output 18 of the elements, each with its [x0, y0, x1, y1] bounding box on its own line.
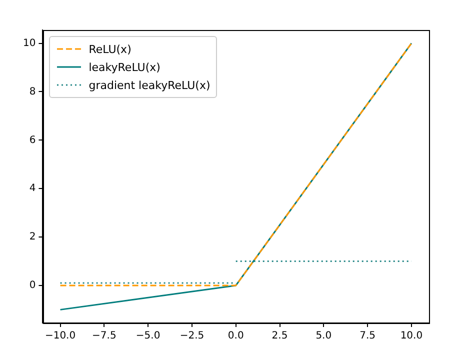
x-tick-label: −2.5	[180, 330, 204, 342]
x-tick-label: 10.0	[400, 330, 423, 342]
x-tick-label: −7.5	[92, 330, 116, 342]
legend-label: leakyReLU(x)	[88, 60, 160, 74]
x-tick-label: 0.0	[228, 330, 244, 342]
y-tick-label: 4	[29, 183, 36, 194]
legend-label: ReLU(x)	[88, 42, 132, 56]
x-tick-label: 7.5	[360, 330, 376, 342]
y-tick-label: 6	[29, 134, 36, 146]
y-tick-label: 2	[29, 232, 36, 243]
x-tick-label: −10.0	[44, 330, 76, 342]
x-tick-label: −5.0	[136, 330, 160, 342]
y-tick-label: 8	[29, 86, 36, 98]
y-tick-label: 0	[29, 280, 36, 292]
x-tick-label: 5.0	[316, 330, 332, 342]
legend-label: gradient leakyReLU(x)	[88, 78, 210, 92]
x-tick-label: 2.5	[272, 330, 288, 342]
y-tick-label: 10	[22, 38, 36, 49]
